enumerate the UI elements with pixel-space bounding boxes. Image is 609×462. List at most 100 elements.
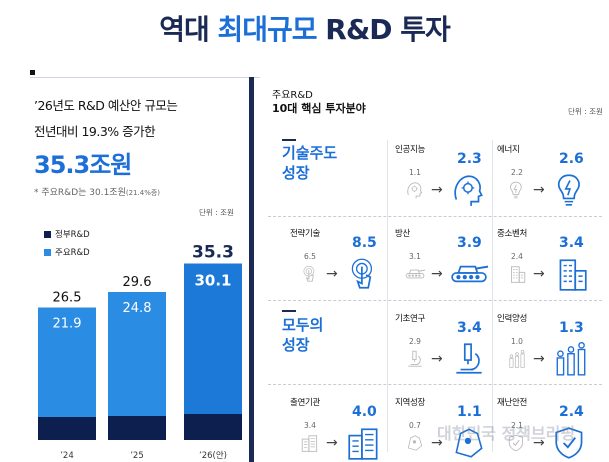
region-map-icon: [450, 424, 488, 462]
field-label: 방산: [395, 229, 411, 239]
major-rd-note: * 주요R&D는 30.1조원(21.4%증): [34, 185, 160, 198]
summary-line-1: ’26년도 R&D 예산안 규모는: [34, 98, 178, 113]
arrow-right-icon: →: [533, 351, 545, 367]
legend-label-major: 주요R&D: [55, 248, 90, 258]
shield-small-icon: [507, 433, 527, 457]
x-tick-label: ’24: [60, 451, 74, 461]
right-title-1: 주요R&D: [272, 90, 313, 101]
x-tick-label: ’26(안): [199, 450, 227, 461]
section-bar-tech: [282, 139, 296, 141]
legend-swatch-gov: [44, 231, 51, 238]
tank-icon: [450, 255, 489, 297]
arrow-right-icon: →: [431, 351, 443, 367]
field-new-value: 1.1: [457, 404, 482, 420]
people-growth-icon: [552, 340, 590, 382]
data-label-gov: 29.6: [123, 275, 152, 290]
data-label-major: 21.9: [53, 317, 82, 332]
watermark: 대한민국 정책브리핑: [437, 424, 576, 443]
field-old-value: 1.1: [409, 168, 421, 177]
total-budget-value: 35.3조원: [34, 151, 132, 179]
data-label-gov: 26.5: [53, 291, 82, 306]
field-new-value: 4.0: [352, 404, 377, 420]
legend-swatch-major: [44, 249, 51, 256]
col-divider-2: [492, 140, 493, 452]
microscope-icon: [450, 340, 488, 382]
field-old-value: 1.0: [511, 337, 523, 346]
ai-head-small-icon: [405, 180, 425, 204]
arrow-right-icon: →: [431, 435, 443, 451]
field-new-value: 2.4: [559, 404, 584, 420]
field-new-value: 3.9: [457, 235, 482, 251]
legend-label-gov: 정부R&D: [55, 230, 90, 240]
arrow-right-icon: →: [431, 266, 443, 282]
section-all-line1: 모두의: [282, 316, 324, 334]
page-title: 역대 최대규모 R&D 투자: [0, 8, 609, 48]
section-tech-line2: 성장: [282, 164, 310, 182]
arrow-right-icon: →: [533, 266, 545, 282]
building-small-icon: [507, 264, 527, 288]
legend-item-major: 주요R&D: [44, 246, 90, 258]
lightbulb-small-icon: [507, 180, 527, 204]
bar-major-rd: [184, 263, 242, 414]
field-label: 전략기술: [290, 229, 321, 239]
data-label-major: 24.8: [123, 301, 152, 316]
building-icon: [552, 255, 590, 297]
right-title-2: 10대 핵심 투자분야: [272, 102, 366, 115]
ai-head-icon: [450, 171, 488, 213]
chart-unit-label: 단위 : 조원: [199, 208, 234, 217]
data-label-major: 30.1: [194, 272, 231, 290]
field-old-value: 2.9: [409, 337, 421, 346]
arrow-right-icon: →: [533, 182, 545, 198]
field-label: 지역성장: [395, 398, 426, 408]
title-suffix: R&D 투자: [316, 13, 451, 46]
data-label-gov: 35.3: [192, 243, 234, 263]
people-growth-small-icon: [507, 349, 527, 373]
section-all-line2: 성장: [282, 336, 310, 354]
shield-icon: [552, 424, 590, 462]
field-label: 인력양성: [497, 314, 528, 324]
right-unit-label: 단위 : 조원: [568, 107, 603, 116]
field-new-value: 1.3: [559, 320, 584, 336]
institute-building-small-icon: [300, 433, 320, 457]
field-old-value: 6.5: [304, 252, 316, 261]
title-highlight: 최대규모: [217, 13, 317, 46]
fingerprint-touch-small-icon: [300, 264, 320, 288]
col-divider-1: [387, 140, 388, 452]
field-label: 기초연구: [395, 314, 426, 324]
arrow-right-icon: →: [326, 266, 338, 282]
row-divider-1: [268, 216, 602, 217]
tank-small-icon: [405, 264, 426, 288]
field-new-value: 8.5: [352, 235, 377, 251]
section-tech-line1: 기술주도: [282, 144, 338, 162]
field-old-value: 3.4: [304, 421, 316, 430]
note-sub: (21.4%증): [125, 189, 161, 197]
left-top-rule: [30, 77, 260, 78]
field-old-value: 2.2: [511, 168, 523, 177]
bar-major-rd: [38, 307, 96, 417]
x-tick-label: ’25: [130, 451, 144, 461]
legend-item-gov: 정부R&D: [44, 228, 90, 240]
field-new-value: 2.3: [457, 151, 482, 167]
arrow-right-icon: →: [431, 182, 443, 198]
field-old-value: 3.1: [409, 252, 421, 261]
field-old-value: 2.1: [511, 421, 523, 430]
row-divider-2: [268, 300, 602, 301]
lightbulb-icon: [552, 171, 590, 213]
fingerprint-touch-icon: [345, 255, 383, 297]
arrow-right-icon: →: [326, 435, 338, 451]
region-map-small-icon: [405, 433, 425, 457]
field-old-value: 0.7: [409, 421, 421, 430]
title-prefix: 역대: [159, 13, 218, 46]
microscope-small-icon: [405, 349, 425, 373]
panel-divider: [249, 77, 254, 462]
section-bullet: [30, 70, 35, 75]
budget-bar-chart: 26.5 21.9 ’24 29.6 24.8 ’25 35.3 30.1 ’26(안): [38, 243, 242, 461]
field-new-value: 3.4: [457, 320, 482, 336]
field-new-value: 3.4: [559, 235, 584, 251]
arrow-right-icon: →: [533, 435, 545, 451]
field-label: 출연기관: [290, 398, 321, 408]
bar-major-rd: [108, 292, 166, 416]
institute-building-icon: [345, 424, 383, 462]
field-label: 에너지: [497, 145, 520, 155]
